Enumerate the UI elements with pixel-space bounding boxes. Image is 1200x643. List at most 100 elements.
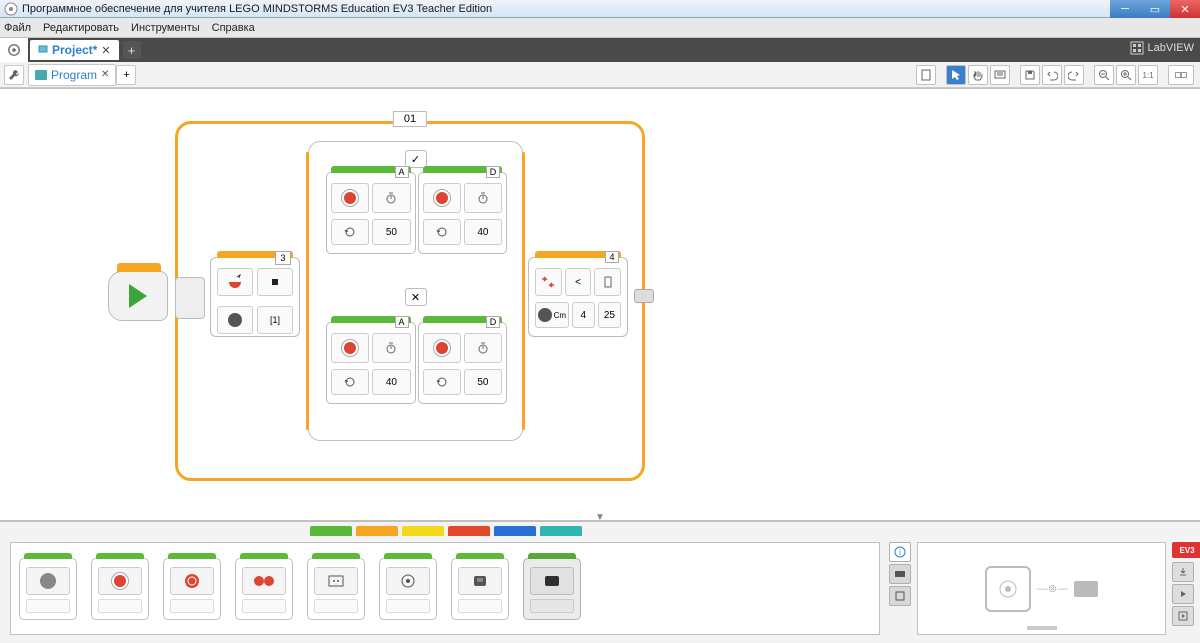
ev3-badge: EV3 [1172,542,1200,558]
doc-button[interactable] [916,65,936,85]
palette-collapse-icon[interactable]: ▼ [595,512,605,523]
loop-mode-icon[interactable] [331,219,369,245]
hardware-panel: —⊗— [917,542,1166,635]
motor-icon [434,190,450,206]
motor-power-d-bot[interactable]: 50 [464,369,502,395]
content-editor-button[interactable] [1168,65,1194,85]
window-maximize-button[interactable]: ▭ [1140,0,1170,18]
palette-block-move-tank[interactable] [235,558,293,620]
pointer-button[interactable] [946,65,966,85]
zoom-out-button[interactable] [1094,65,1114,85]
menu-file[interactable]: Файл [4,22,31,34]
palette-tab-data[interactable] [448,526,490,536]
window-title: Программное обеспечение для учителя LEGO… [22,3,1196,15]
sensor-port-label[interactable]: 3 [275,251,291,265]
hw-tab-bricks[interactable] [889,586,911,606]
timer-icon [464,333,502,363]
zoom-in-button[interactable] [1116,65,1136,85]
hw-tab-info[interactable]: i [889,542,911,562]
switch-case-false-button[interactable]: ✕ [405,288,427,306]
wrench-button[interactable] [4,65,24,85]
motor-pair-bot: A 40 D [325,322,508,404]
loop-end-ultrasonic-icon [594,268,621,296]
palette-tab-action[interactable] [310,526,352,536]
switch-block[interactable]: ✓ ✕ A 50 D [308,141,523,441]
app-icon [4,2,18,16]
palette-tab-sensor[interactable] [402,526,444,536]
redo-button[interactable] [1064,65,1084,85]
palette-tab-flow[interactable] [356,526,398,536]
canvas[interactable]: 01 3 [1] ✓ ✕ [0,88,1200,521]
menu-tools[interactable]: Инструменты [131,22,200,34]
pan-button[interactable] [968,65,988,85]
sensor-param-1[interactable] [257,268,293,296]
loop-label[interactable]: 01 [393,111,427,127]
loop-end-val2[interactable]: 25 [598,302,621,328]
hw-tab-ports[interactable] [889,564,911,584]
wire-segment [175,277,205,319]
motor-port-label[interactable]: D [486,166,500,178]
start-block[interactable] [108,271,168,321]
program-tab-icon [35,70,47,80]
loop-end-mode-icon[interactable] [535,268,562,296]
loop-mode-icon[interactable] [331,369,369,395]
home-button[interactable] [0,38,28,62]
sensor-mode-icon[interactable] [217,268,253,296]
comment-button[interactable] [990,65,1010,85]
motor-port-label[interactable]: D [486,316,500,328]
save-button[interactable] [1020,65,1040,85]
project-bar: Project* ✕ + LabVIEW [0,38,1200,62]
labview-logo: LabVIEW [1130,41,1194,55]
menu-help[interactable]: Справка [212,22,255,34]
palette-block-brick-button[interactable] [523,558,581,620]
palette-block-large-motor[interactable] [91,558,149,620]
motor-port-label[interactable]: A [395,166,409,178]
sensor-block[interactable]: 3 [1] [210,257,300,337]
loop-end-unit-icon[interactable]: Cm [535,302,569,328]
motor-block-d-bot[interactable]: D 50 [418,322,508,404]
motor-block-d-top[interactable]: D 40 [418,172,508,254]
project-tab-icon [38,44,48,57]
motor-icon [434,340,450,356]
run-selected-button[interactable] [1172,606,1194,626]
loop-end-port-label[interactable]: 4 [605,251,619,263]
palette-tab-myblocks[interactable] [540,526,582,536]
motor-pair-top: A 50 D [325,172,508,254]
motor-power-d-top[interactable]: 40 [464,219,502,245]
palette-block-brick-light[interactable] [451,558,509,620]
palette-block-move-steering[interactable] [163,558,221,620]
motor-block-a-top[interactable]: A 50 [326,172,416,254]
motor-block-a-bot[interactable]: A 40 [326,322,416,404]
undo-button[interactable] [1042,65,1062,85]
motor-power-a-bot[interactable]: 40 [372,369,410,395]
palette-block-display[interactable] [307,558,365,620]
loop-mode-icon[interactable] [423,369,461,395]
project-tab[interactable]: Project* ✕ [30,40,119,60]
download-button[interactable] [1172,562,1194,582]
loop-mode-icon[interactable] [423,219,461,245]
menu-edit[interactable]: Редактировать [43,22,119,34]
run-button[interactable] [1172,584,1194,604]
program-tab[interactable]: Program ✕ [28,64,116,86]
palette-block-medium-motor[interactable] [19,558,77,620]
sensor-type-icon[interactable] [217,306,253,334]
loop-end-compare[interactable]: < [565,268,592,296]
motor-power-a-top[interactable]: 50 [372,219,410,245]
palette-tab-advanced[interactable] [494,526,536,536]
palette-block-sound[interactable] [379,558,437,620]
window-close-button[interactable]: ✕ [1170,0,1200,18]
loop-end-val1[interactable]: 4 [572,302,595,328]
zoom-reset-button[interactable]: 1:1 [1138,65,1158,85]
loop-condition-block[interactable]: 4 < Cm 4 25 [528,257,628,337]
program-tab-close-icon[interactable]: ✕ [101,69,109,80]
svg-text:i: i [899,548,901,557]
brick-stand-icon [1027,626,1057,630]
project-tab-close-icon[interactable]: ✕ [101,44,110,57]
motor-port-label[interactable]: A [395,316,409,328]
timer-icon [372,333,410,363]
window-minimize-button[interactable]: ─ [1110,0,1140,18]
sensor-index[interactable]: [1] [257,306,293,334]
project-tab-add-button[interactable]: + [123,41,141,59]
program-tab-add-button[interactable]: + [116,65,136,85]
run-controls: EV3 [1172,542,1194,635]
